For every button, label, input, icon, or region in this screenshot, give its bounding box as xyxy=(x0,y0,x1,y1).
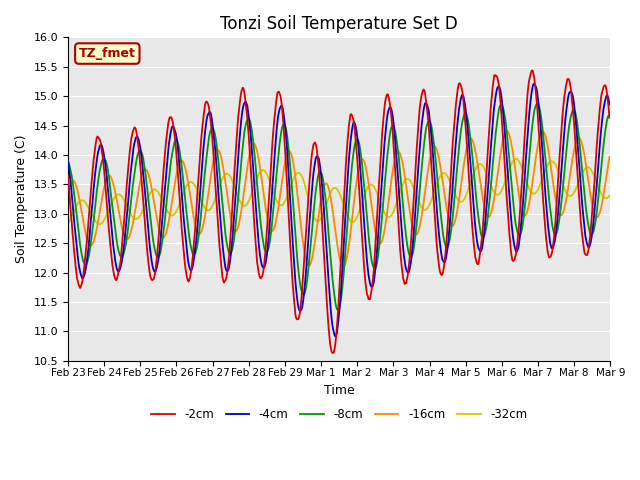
-4cm xyxy=(605,102,613,108)
-4cm xyxy=(332,334,339,339)
-16cm xyxy=(503,128,511,134)
-2cm xyxy=(74,278,82,284)
-32cm xyxy=(405,177,413,182)
-2cm xyxy=(605,115,613,120)
-32cm xyxy=(421,207,429,213)
-16cm xyxy=(74,189,82,195)
-8cm xyxy=(130,178,138,183)
Legend: -2cm, -4cm, -8cm, -16cm, -32cm: -2cm, -4cm, -8cm, -16cm, -32cm xyxy=(147,404,532,426)
-32cm xyxy=(512,156,520,162)
Line: -2cm: -2cm xyxy=(68,71,609,353)
-4cm xyxy=(64,158,72,164)
-8cm xyxy=(213,147,221,153)
Line: -4cm: -4cm xyxy=(68,84,609,336)
-2cm xyxy=(421,90,429,96)
-32cm xyxy=(186,180,193,185)
-2cm xyxy=(405,260,413,266)
-8cm xyxy=(533,100,541,106)
-32cm xyxy=(131,216,138,221)
-8cm xyxy=(421,133,429,139)
Line: -8cm: -8cm xyxy=(68,103,609,310)
Text: TZ_fmet: TZ_fmet xyxy=(79,47,136,60)
-16cm xyxy=(130,217,138,223)
-4cm xyxy=(405,268,413,274)
Line: -16cm: -16cm xyxy=(68,131,609,267)
-4cm xyxy=(529,81,537,87)
-32cm xyxy=(605,192,613,198)
-2cm xyxy=(130,127,138,132)
-2cm xyxy=(529,68,536,73)
-32cm xyxy=(96,221,104,227)
Line: -32cm: -32cm xyxy=(68,159,609,224)
-2cm xyxy=(64,173,72,179)
-4cm xyxy=(213,172,221,178)
-8cm xyxy=(74,222,82,228)
-16cm xyxy=(605,154,613,160)
-32cm xyxy=(214,188,221,194)
-16cm xyxy=(421,190,429,195)
Title: Tonzi Soil Temperature Set D: Tonzi Soil Temperature Set D xyxy=(220,15,458,33)
-2cm xyxy=(329,350,337,356)
-4cm xyxy=(421,101,429,107)
-32cm xyxy=(64,221,72,227)
X-axis label: Time: Time xyxy=(324,384,355,397)
Y-axis label: Soil Temperature (C): Soil Temperature (C) xyxy=(15,135,28,264)
-32cm xyxy=(74,201,82,206)
-16cm xyxy=(405,204,413,210)
-8cm xyxy=(405,252,413,257)
-4cm xyxy=(74,254,82,260)
-4cm xyxy=(185,260,193,266)
-8cm xyxy=(605,112,613,118)
-4cm xyxy=(130,145,138,151)
-8cm xyxy=(334,307,342,312)
-16cm xyxy=(185,182,193,188)
-8cm xyxy=(185,228,193,234)
-2cm xyxy=(213,208,221,214)
-16cm xyxy=(64,189,72,194)
-2cm xyxy=(185,278,193,284)
-16cm xyxy=(339,264,347,270)
-8cm xyxy=(64,158,72,164)
-16cm xyxy=(213,147,221,153)
